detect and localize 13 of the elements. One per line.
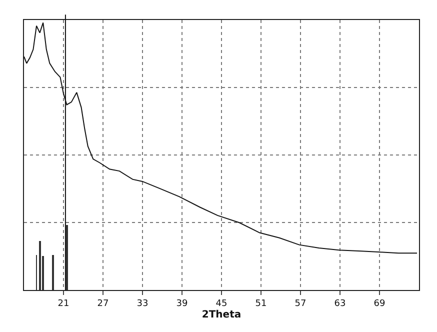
x-tick-label: 39 — [176, 298, 188, 309]
x-tick-label: 57 — [294, 298, 306, 309]
bar — [52, 255, 54, 290]
bar — [66, 225, 68, 290]
x-tick-label: 33 — [136, 298, 148, 309]
x-axis-title: 2Theta — [202, 309, 242, 320]
x-tick-label: 51 — [255, 298, 267, 309]
x-tick-label: 27 — [97, 298, 109, 309]
x-tick-label: 69 — [374, 298, 386, 309]
x-tick-label: 21 — [58, 298, 70, 309]
bar — [39, 241, 41, 290]
x-tick-label: 45 — [216, 298, 228, 309]
x-tick-label: 63 — [334, 298, 346, 309]
